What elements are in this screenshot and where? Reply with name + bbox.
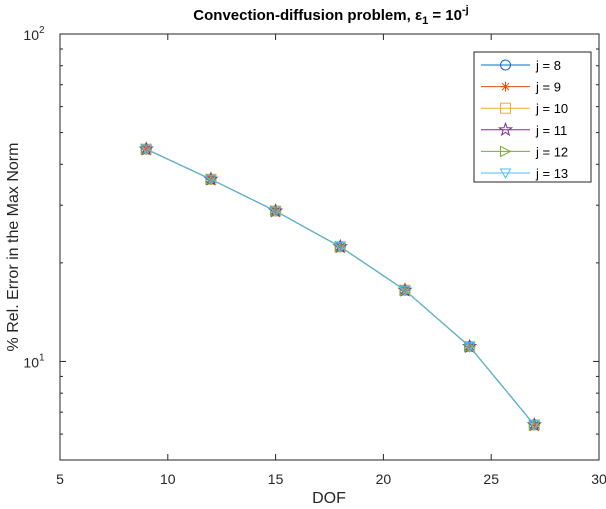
legend-entry: j = 9: [481, 80, 561, 95]
legend-marker: [500, 102, 511, 114]
data-point: [399, 285, 411, 297]
data-point: [141, 144, 152, 155]
legend-label: j = 9: [535, 80, 561, 95]
legend-marker: [500, 59, 511, 71]
legend-label: j = 12: [535, 144, 568, 159]
data-point: [334, 242, 347, 253]
legend-marker: [499, 168, 512, 180]
x-tick-labels: 5 10 15 20 25 30: [56, 471, 606, 487]
data-point: [140, 143, 153, 155]
data-point: [464, 340, 476, 353]
legend-label: j = 13: [535, 166, 568, 181]
legend-entry: j = 11: [481, 121, 567, 138]
x-tick-label: 15: [268, 471, 284, 487]
data-point: [205, 173, 218, 186]
legend-box: [473, 51, 592, 183]
y-tick-label: 101: [23, 352, 45, 370]
x-tick-label: 30: [591, 471, 606, 487]
data-point: [205, 174, 217, 186]
plot-frame: [59, 33, 600, 461]
y-tick-label: 102: [23, 25, 45, 43]
x-tick-label: 5: [56, 471, 64, 487]
data-point: [334, 240, 347, 253]
data-point: [399, 284, 412, 297]
legend: j = 8 j = 9 j = 10 j = 11 j = 12 j = 13: [473, 51, 592, 183]
y-tick-labels: 101 102: [23, 25, 45, 370]
legend-label: j = 10: [535, 101, 568, 116]
legend-entry: j = 8: [481, 58, 561, 73]
data-point: [140, 144, 153, 156]
x-tick-label: 10: [160, 471, 176, 487]
legend-marker: [500, 81, 511, 92]
data-point: [270, 205, 282, 217]
legend-marker: [500, 145, 512, 158]
legend-entry: j = 10: [481, 101, 568, 116]
data-point: [269, 206, 282, 218]
x-tick-label: 20: [376, 471, 392, 487]
legend-entry: j = 12: [481, 144, 568, 159]
series-6: [140, 144, 541, 431]
legend-entry: j = 13: [481, 166, 568, 181]
x-axis-label: DOF: [312, 490, 346, 507]
x-tick-label: 25: [483, 471, 499, 487]
series-line: [146, 148, 535, 426]
y-axis-label: % Rel. Error in the Max Norm: [5, 143, 22, 352]
legend-marker: [497, 121, 514, 137]
data-point: [463, 342, 476, 353]
data-point: [528, 419, 541, 431]
chart-title: Convection-diffusion problem, ε1 = 10-j: [193, 4, 468, 27]
legend-label: j = 11: [535, 123, 567, 138]
data-point: [528, 420, 541, 431]
series-layer: [138, 141, 542, 432]
legend-label: j = 8: [535, 58, 561, 73]
